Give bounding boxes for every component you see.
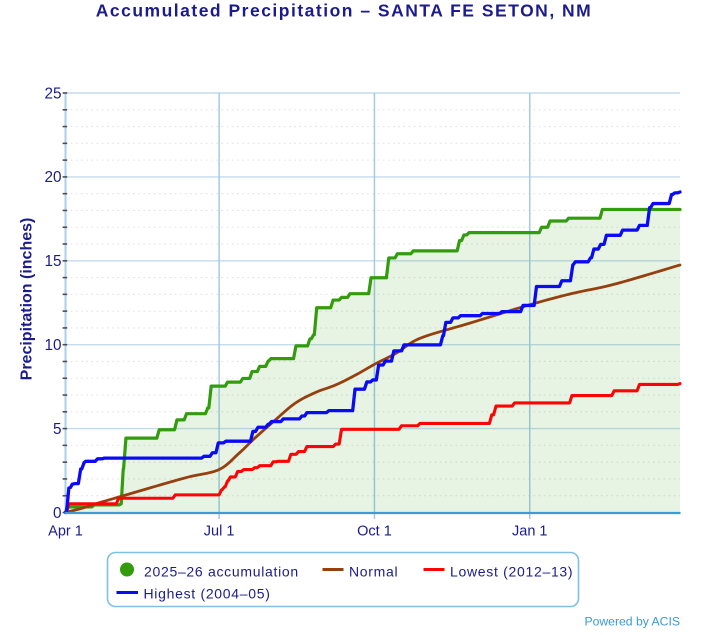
svg-text:Accumulated Precipitation – SA: Accumulated Precipitation – SANTA FE SET… bbox=[96, 1, 593, 21]
svg-text:Highest (2004–05): Highest (2004–05) bbox=[144, 586, 271, 602]
svg-text:Apr 1: Apr 1 bbox=[48, 524, 83, 540]
svg-text:25: 25 bbox=[44, 85, 61, 102]
svg-text:Precipitation (inches): Precipitation (inches) bbox=[19, 218, 36, 381]
svg-text:Oct 1: Oct 1 bbox=[357, 524, 392, 540]
svg-text:Powered by ACIS: Powered by ACIS bbox=[584, 615, 680, 629]
svg-text:2025–26 accumulation: 2025–26 accumulation bbox=[144, 564, 299, 580]
svg-text:0: 0 bbox=[53, 505, 62, 522]
svg-text:20: 20 bbox=[44, 169, 61, 186]
svg-text:Normal: Normal bbox=[349, 564, 398, 580]
svg-text:Jul 1: Jul 1 bbox=[204, 524, 235, 540]
svg-text:10: 10 bbox=[44, 337, 61, 354]
svg-text:Jan 1: Jan 1 bbox=[512, 524, 547, 540]
svg-text:Lowest (2012–13): Lowest (2012–13) bbox=[450, 564, 573, 580]
svg-text:5: 5 bbox=[53, 421, 62, 438]
svg-text:15: 15 bbox=[44, 253, 61, 270]
